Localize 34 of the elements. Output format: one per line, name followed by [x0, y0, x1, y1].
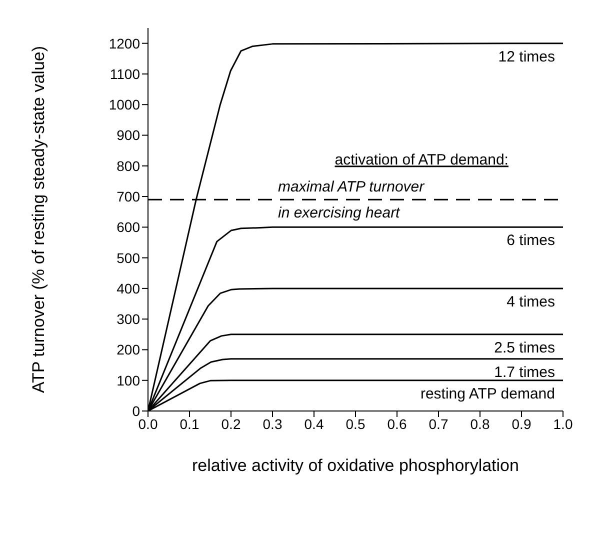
- y-tick-label: 1100: [110, 66, 140, 82]
- series-label: 6 times: [506, 232, 555, 250]
- y-tick-label: 100: [116, 372, 140, 388]
- x-tick-label: 0.3: [262, 416, 282, 432]
- y-tick-label: 700: [116, 188, 140, 204]
- x-tick-label: 0.9: [512, 416, 532, 432]
- y-tick-label: 200: [116, 342, 140, 358]
- series-label: 2.5 times: [494, 339, 555, 356]
- series-label: resting ATP demand: [420, 385, 555, 402]
- y-tick-label: 1200: [108, 35, 140, 52]
- x-axis-title: relative activity of oxidative phosphorylation: [192, 456, 519, 475]
- x-tick-label: 0.8: [470, 416, 490, 432]
- x-tick-label: 0.2: [221, 416, 241, 432]
- y-axis-title: ATP turnover (% of resting steady-state value): [29, 46, 48, 394]
- y-tick-label: 900: [116, 127, 140, 144]
- y-tick-label: 400: [116, 280, 140, 296]
- annotation: activation of ATP demand:: [334, 152, 508, 169]
- x-tick-label: 1.0: [553, 416, 573, 432]
- x-tick-label: 0.1: [180, 416, 200, 432]
- x-tick-label: 0.7: [428, 416, 448, 432]
- x-tick-label: 0.6: [387, 416, 407, 432]
- series-label: 4 times: [506, 293, 555, 310]
- y-tick-label: 1000: [108, 96, 140, 113]
- x-tick-label: 0.5: [346, 416, 366, 432]
- x-tick-label: 0.0: [138, 416, 158, 432]
- series-label: 12 times: [498, 48, 555, 66]
- y-tick-label: 600: [116, 219, 140, 236]
- y-tick-label: 0: [132, 402, 140, 419]
- y-tick-label: 500: [116, 250, 140, 266]
- ref-line-label: maximal ATP turnover in exercising heart: [278, 178, 426, 222]
- y-tick-label: 800: [116, 158, 140, 174]
- x-tick-label: 0.4: [304, 416, 324, 432]
- series-label: 1.7 times: [494, 364, 555, 381]
- y-tick-label: 300: [116, 311, 140, 328]
